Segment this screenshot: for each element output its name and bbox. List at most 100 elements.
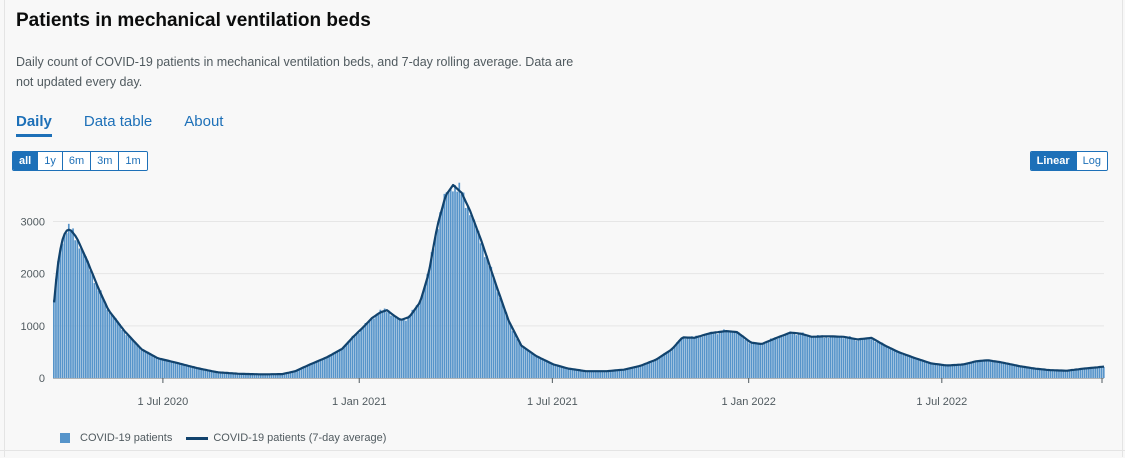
bar (223, 372, 226, 378)
bar (464, 207, 467, 378)
bar (400, 320, 403, 378)
bar (368, 319, 371, 378)
bar (533, 354, 535, 378)
bar (622, 369, 625, 378)
bar (947, 365, 949, 378)
bar (1064, 370, 1067, 378)
bar (392, 314, 394, 378)
bar (693, 338, 695, 378)
bar (149, 354, 151, 378)
bar (938, 364, 941, 378)
bar (776, 338, 779, 378)
bar (195, 368, 198, 378)
bar (949, 365, 951, 378)
bar (577, 370, 580, 378)
tab-data-table[interactable]: Data table (83, 113, 153, 130)
bar (607, 371, 610, 378)
bar (595, 371, 597, 378)
bar (701, 336, 704, 378)
bar (571, 369, 574, 378)
bar (136, 344, 138, 378)
range-6m-button[interactable]: 6m (62, 152, 92, 170)
scale-linear-button[interactable]: Linear (1030, 152, 1077, 170)
x-tick-label: 1 Jul 2022 (916, 396, 967, 408)
bar (661, 355, 663, 378)
bar (654, 360, 657, 378)
bar (274, 374, 277, 378)
bar (1058, 370, 1060, 378)
bar (863, 337, 866, 378)
bar (998, 362, 1001, 378)
bar (605, 371, 608, 378)
bar (516, 338, 518, 378)
range-1y-button[interactable]: 1y (38, 152, 63, 170)
bar (458, 182, 461, 378)
range-1m-button[interactable]: 1m (119, 152, 147, 170)
bar (641, 365, 644, 378)
bar (836, 336, 838, 378)
bar (227, 373, 230, 378)
bar (573, 369, 576, 378)
bar (428, 267, 431, 378)
bar (930, 363, 932, 378)
bar (620, 369, 623, 378)
range-3m-button[interactable]: 3m (91, 152, 120, 170)
tab-about[interactable]: About (184, 113, 224, 130)
bar (974, 360, 977, 378)
bar (505, 312, 508, 378)
bar (680, 338, 683, 378)
bar (496, 292, 499, 378)
bar (163, 359, 166, 378)
bar (629, 368, 631, 378)
bar (142, 350, 145, 378)
scale-log-button[interactable]: Log (1076, 152, 1107, 170)
bar (313, 362, 316, 378)
bar (370, 318, 373, 378)
bar (151, 354, 153, 378)
bar (750, 342, 753, 378)
chart-card (4, 0, 1123, 457)
bar (706, 333, 708, 378)
bar (388, 311, 390, 378)
range-all-button[interactable]: all (13, 152, 39, 170)
bar (712, 333, 715, 378)
y-tick-label: 0 (39, 373, 45, 385)
bar (774, 337, 776, 378)
bar (225, 372, 228, 378)
bar (332, 352, 335, 378)
bar (733, 332, 736, 378)
bar (851, 338, 853, 378)
average-line (53, 183, 1105, 376)
bar (501, 302, 503, 378)
bar (1098, 366, 1101, 378)
bar (727, 330, 730, 378)
bar (885, 346, 887, 378)
bar (204, 370, 207, 378)
bar (987, 359, 990, 378)
bar (407, 316, 409, 378)
bar (663, 353, 666, 378)
bar (560, 366, 563, 378)
bar (247, 374, 249, 378)
bar (417, 305, 420, 378)
bar (942, 364, 945, 378)
bar (972, 361, 975, 378)
bar (462, 192, 465, 378)
bar (552, 364, 555, 378)
bar (1045, 369, 1047, 378)
bar (898, 352, 900, 378)
bar (616, 369, 619, 378)
bar (309, 364, 311, 378)
bar (426, 274, 429, 378)
bar (644, 363, 646, 378)
scale-selector: Linear Log (1029, 151, 1108, 171)
bar (1030, 367, 1033, 378)
tab-daily[interactable]: Daily (16, 113, 52, 137)
bar (921, 361, 924, 378)
bar (1073, 369, 1075, 378)
bar (65, 233, 68, 378)
bar (178, 363, 181, 378)
bar (356, 332, 358, 378)
bar (385, 312, 388, 378)
bar (249, 374, 252, 378)
